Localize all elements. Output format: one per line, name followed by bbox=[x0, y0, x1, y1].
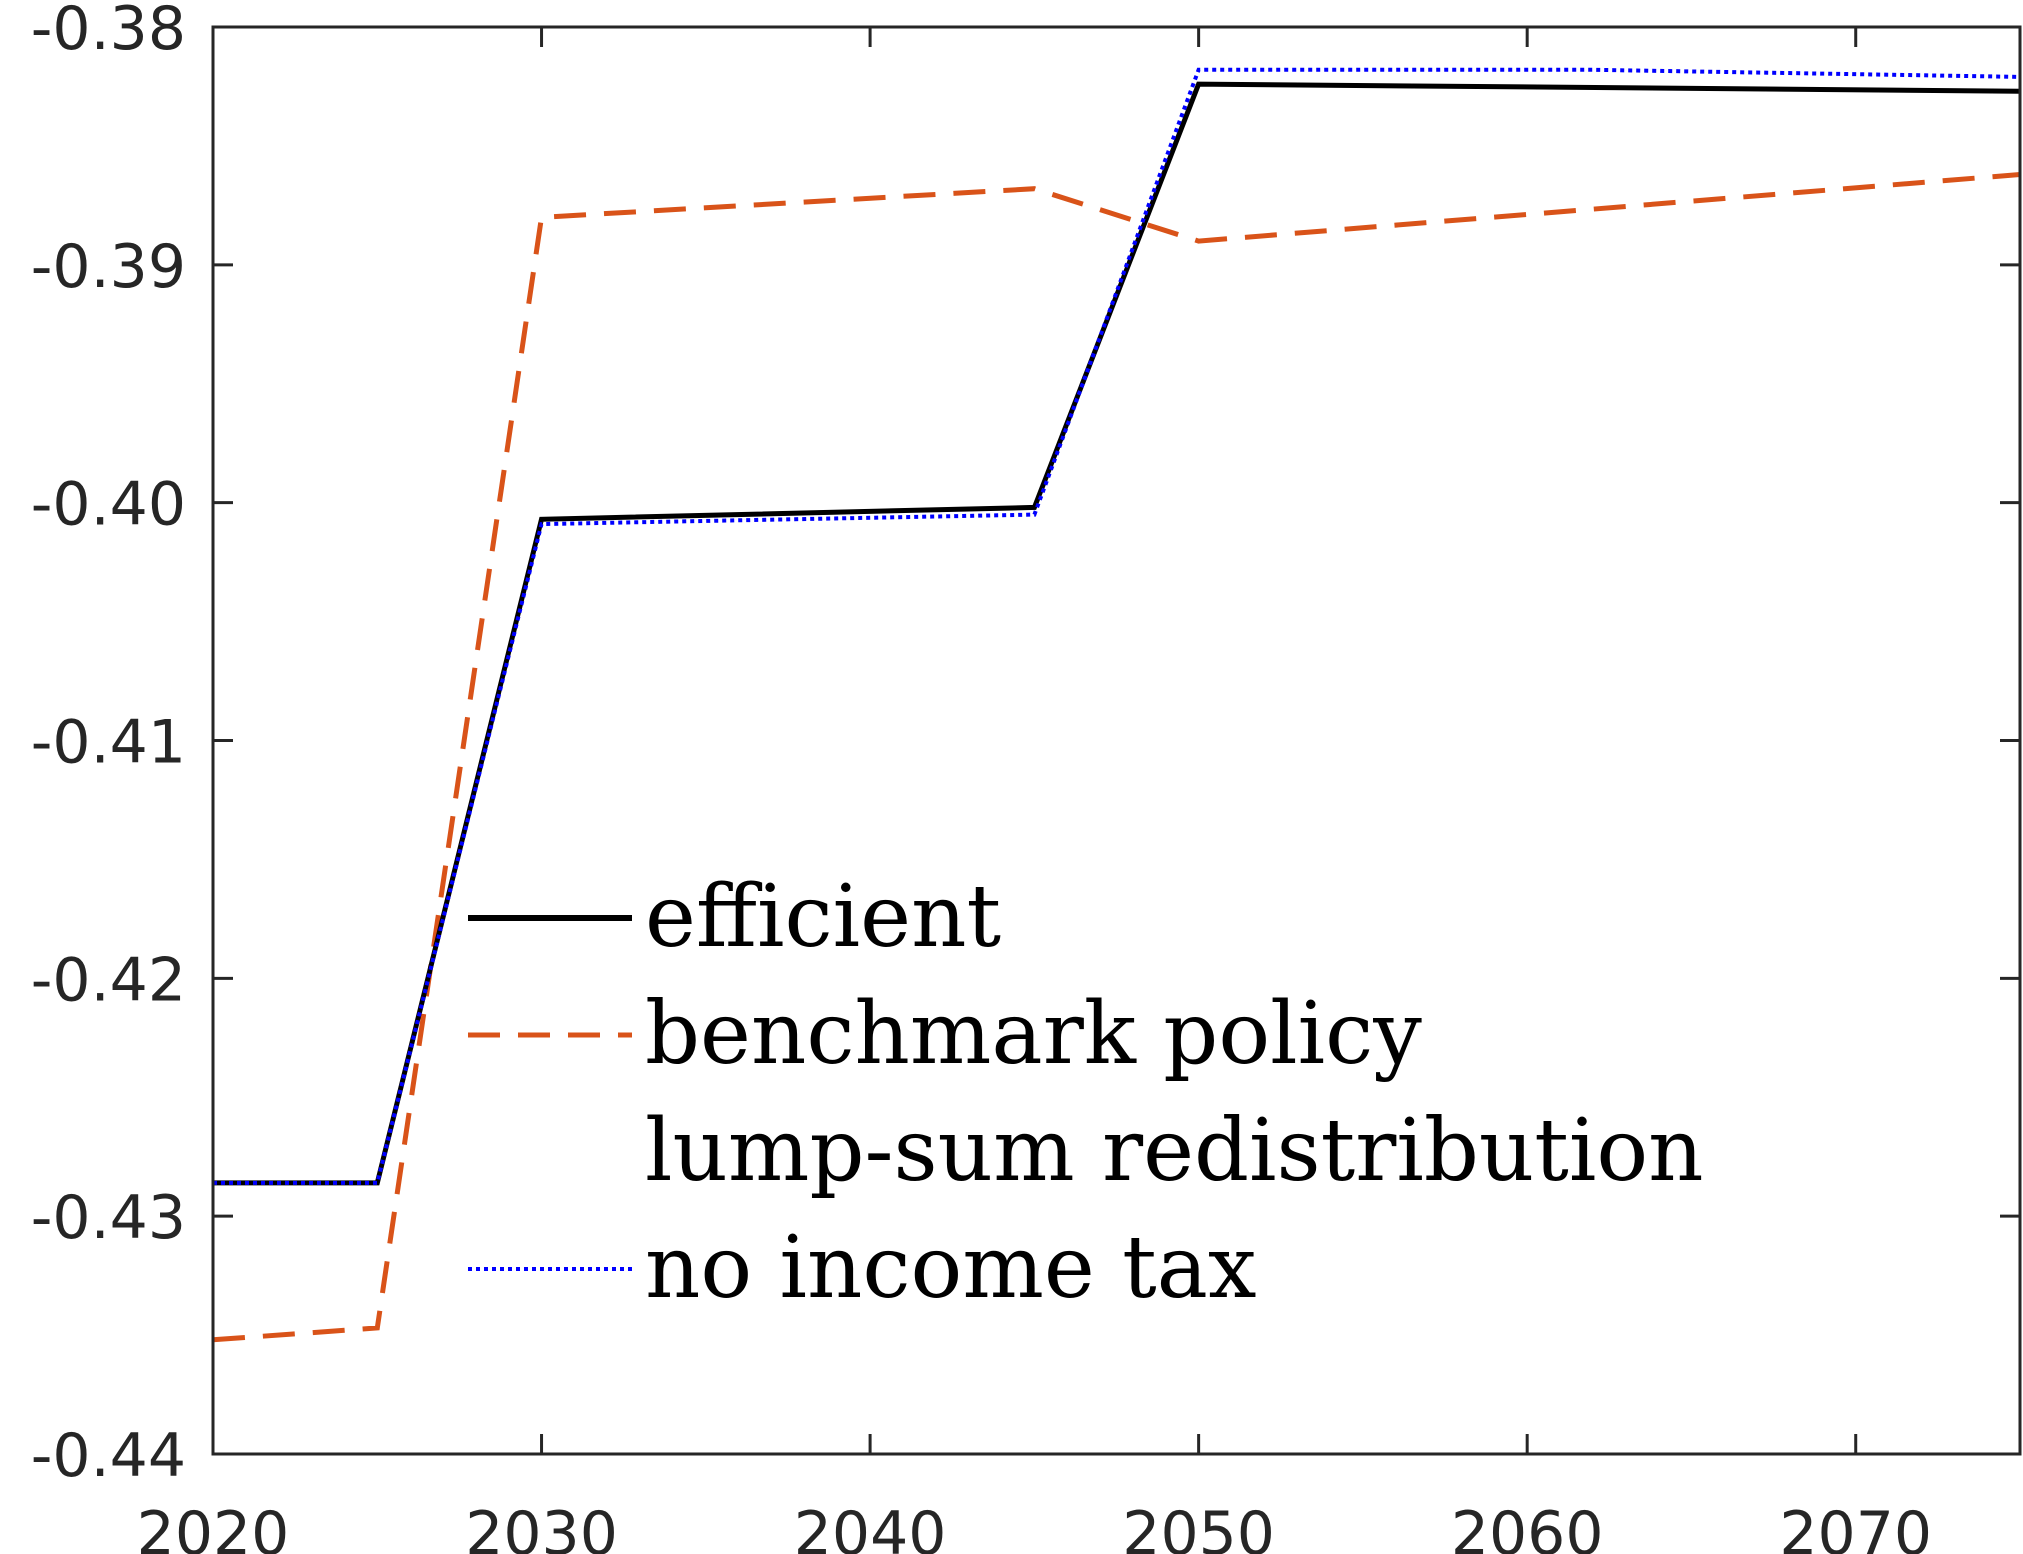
y-tick-label: -0.43 bbox=[31, 1183, 186, 1253]
x-tick-label: 2040 bbox=[794, 1499, 947, 1554]
x-tick-label: 2030 bbox=[465, 1499, 618, 1554]
y-tick-label: -0.41 bbox=[31, 708, 186, 778]
plot-layer bbox=[212, 67, 2021, 1343]
x-tick-label: 2060 bbox=[1451, 1499, 1604, 1554]
series-line-3 bbox=[213, 67, 2021, 1185]
x-tick-label: 2070 bbox=[1779, 1499, 1932, 1554]
y-tick-label: -0.39 bbox=[31, 232, 186, 302]
legend-label-0: efficient bbox=[645, 867, 1001, 967]
legend-label-3: no income tax bbox=[645, 1218, 1256, 1318]
legend: efficient benchmark policy lump-sum redist… bbox=[468, 867, 1704, 1318]
y-tick-label: -0.38 bbox=[31, 0, 186, 64]
x-tick-label: 2050 bbox=[1122, 1499, 1275, 1554]
legend-label-2: lump-sum redistribution bbox=[645, 1101, 1704, 1201]
y-tick-label: -0.44 bbox=[31, 1421, 186, 1491]
x-tick-label: 2020 bbox=[137, 1499, 290, 1554]
y-tick-label: -0.40 bbox=[31, 470, 186, 540]
ticks-layer: 2020 2030 2040 2050 2060 2070 -0.44 -0.43 -0.42 -… bbox=[31, 0, 2020, 1554]
legend-label-1: benchmark policy bbox=[645, 984, 1422, 1084]
y-tick-label: -0.42 bbox=[31, 945, 186, 1015]
